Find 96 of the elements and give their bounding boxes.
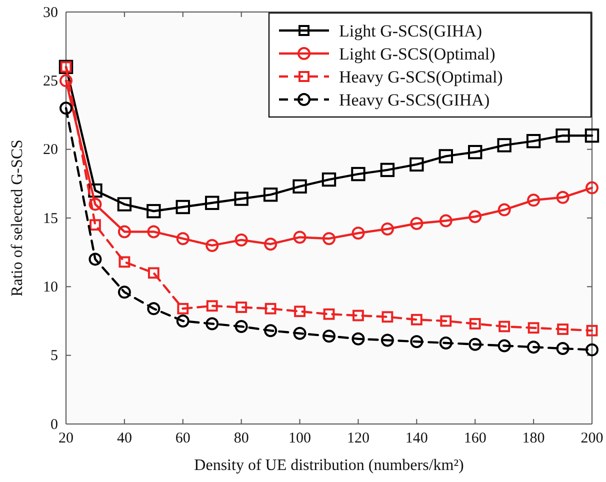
point [498,320,510,332]
point [206,300,218,312]
point [557,324,568,335]
y-tick-label: 10 [43,279,58,296]
x-tick-label: 100 [288,430,312,447]
point [148,267,160,279]
point [293,230,306,244]
point [147,302,160,316]
point [498,339,511,352]
point [177,302,189,314]
point [556,342,570,355]
point [322,232,336,246]
point [497,138,512,152]
point [440,315,452,327]
x-tick-label: 200 [580,430,604,447]
y-tick-label: 15 [43,210,58,227]
point [294,306,306,318]
point [236,302,248,313]
point [410,314,422,326]
point [352,332,365,346]
x-tick-label: 80 [234,430,249,447]
x-tick-label: 60 [175,430,190,447]
y-tick-label: 0 [50,416,58,433]
point [88,252,102,266]
point [322,330,336,343]
point [205,196,220,210]
point [527,194,540,207]
x-tick-label: 180 [522,430,545,447]
point [468,338,482,351]
point [438,149,453,164]
point [88,183,102,198]
legend-label: Light G-SCS(Optimal) [339,44,496,64]
point [118,256,130,268]
x-axis-title: Density of UE distribution (numbers/km²) [194,457,464,474]
point [382,311,394,323]
point [410,216,424,230]
point [264,324,278,338]
y-tick-label: 25 [43,73,58,90]
point [526,134,541,148]
point [293,326,306,340]
point [469,318,481,330]
x-tick-label: 40 [116,430,132,447]
y-tick-label: 5 [50,348,58,364]
point [352,310,364,322]
point [323,308,335,320]
point [584,128,600,143]
point [380,162,395,178]
point [234,320,248,333]
point [117,197,132,212]
point [176,200,190,214]
point [176,314,190,328]
point [118,286,131,299]
legend-label: Heavy G-SCS(Optimal) [339,68,503,86]
point [410,157,424,172]
point [234,233,248,246]
point [586,181,598,194]
point [118,225,131,238]
point [234,192,248,206]
point [264,238,278,251]
y-tick-label: 20 [43,142,58,158]
point [556,128,570,143]
point [351,166,366,182]
point [264,302,276,314]
point [147,225,160,238]
y-tick-label: 30 [43,4,58,21]
point [380,334,394,347]
point [528,322,540,334]
point [146,204,161,218]
point [586,324,598,336]
point [498,203,511,216]
point [556,190,570,204]
point [90,219,101,231]
point [88,198,102,211]
x-tick-label: 140 [405,430,428,447]
point [292,179,307,194]
point [352,226,365,240]
point [468,210,482,224]
legend-label: Heavy G-SCS(GIHA) [339,90,490,110]
point [410,335,424,348]
point [263,188,278,202]
point [439,336,452,350]
point [380,222,394,236]
point [439,214,452,228]
x-tick-label: 160 [464,430,486,447]
point [60,74,72,88]
point [322,172,336,187]
legend-label: Light G-SCS(GIHA) [339,22,482,40]
point [586,343,598,356]
point [176,232,190,246]
point [468,144,482,160]
point [206,317,219,330]
x-tick-label: 120 [346,430,370,447]
point [60,102,72,115]
point [206,238,219,252]
y-axis-title: Ratio of selected G-SCS [9,140,26,296]
point [527,340,540,354]
